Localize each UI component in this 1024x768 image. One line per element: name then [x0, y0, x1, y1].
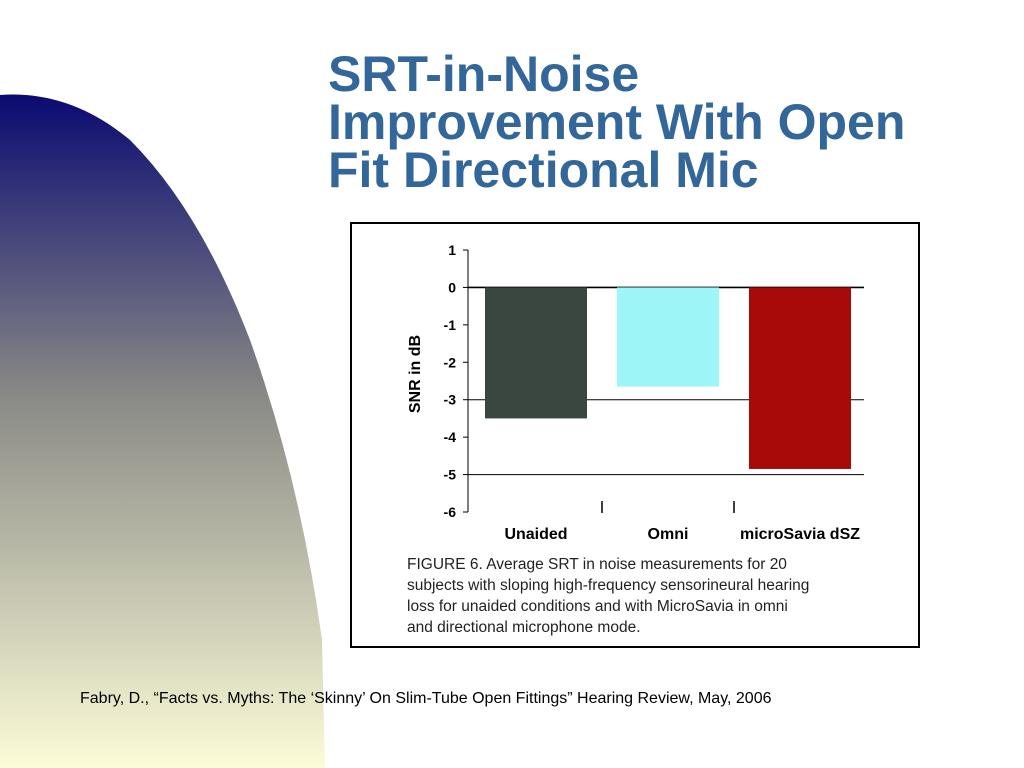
- slide-title: SRT-in-Noise Improvement With Open Fit D…: [328, 46, 1018, 198]
- figure-caption: FIGURE 6. Average SRT in noise measureme…: [407, 554, 907, 638]
- bar-chart: 1 0 -1 -2 -3 -4 -5 -6 Unaided Omni microSavia dSZ…: [407, 242, 864, 543]
- y-tick-label: -6: [444, 504, 457, 520]
- y-tick-label: 1: [448, 242, 456, 258]
- x-category-label: Omni: [648, 526, 689, 543]
- y-tick-label: -3: [444, 392, 457, 408]
- x-category-label: microSavia dSZ: [740, 526, 860, 543]
- y-tick-label: -4: [444, 429, 457, 445]
- figure-box: 1 0 -1 -2 -3 -4 -5 -6 Unaided Omni microSavia dSZ…: [350, 222, 920, 648]
- caption-line: and directional microphone mode.: [407, 619, 641, 636]
- citation: Fabry, D., “Facts vs. Myths: The ‘Skinny…: [80, 690, 772, 707]
- y-tick-label: 0: [448, 279, 456, 295]
- y-tick-label: -1: [444, 317, 457, 333]
- y-axis-label: SNR in dB: [407, 335, 424, 413]
- slide-title-line: Fit Directional Mic: [328, 142, 759, 198]
- bars-layer: [485, 287, 851, 469]
- caption-line: loss for unaided conditions and with Mic…: [407, 598, 788, 615]
- bar: [485, 287, 587, 419]
- x-category-label: Unaided: [504, 526, 567, 543]
- slide-title-line: Improvement With Open: [328, 94, 906, 150]
- caption-line: subjects with sloping high-frequency sen…: [407, 577, 810, 594]
- slide-title-line: SRT-in-Noise: [328, 46, 640, 102]
- y-tick-label: -2: [444, 354, 457, 370]
- bar: [617, 287, 719, 387]
- x-categories-layer: Unaided Omni microSavia dSZ: [504, 501, 860, 543]
- bar: [749, 287, 851, 469]
- y-ticks-layer: 1 0 -1 -2 -3 -4 -5 -6: [444, 242, 468, 520]
- decorative-gradient-curve: [0, 94, 325, 768]
- y-tick-label: -5: [444, 467, 457, 483]
- caption-line: FIGURE 6. Average SRT in noise measureme…: [407, 556, 787, 573]
